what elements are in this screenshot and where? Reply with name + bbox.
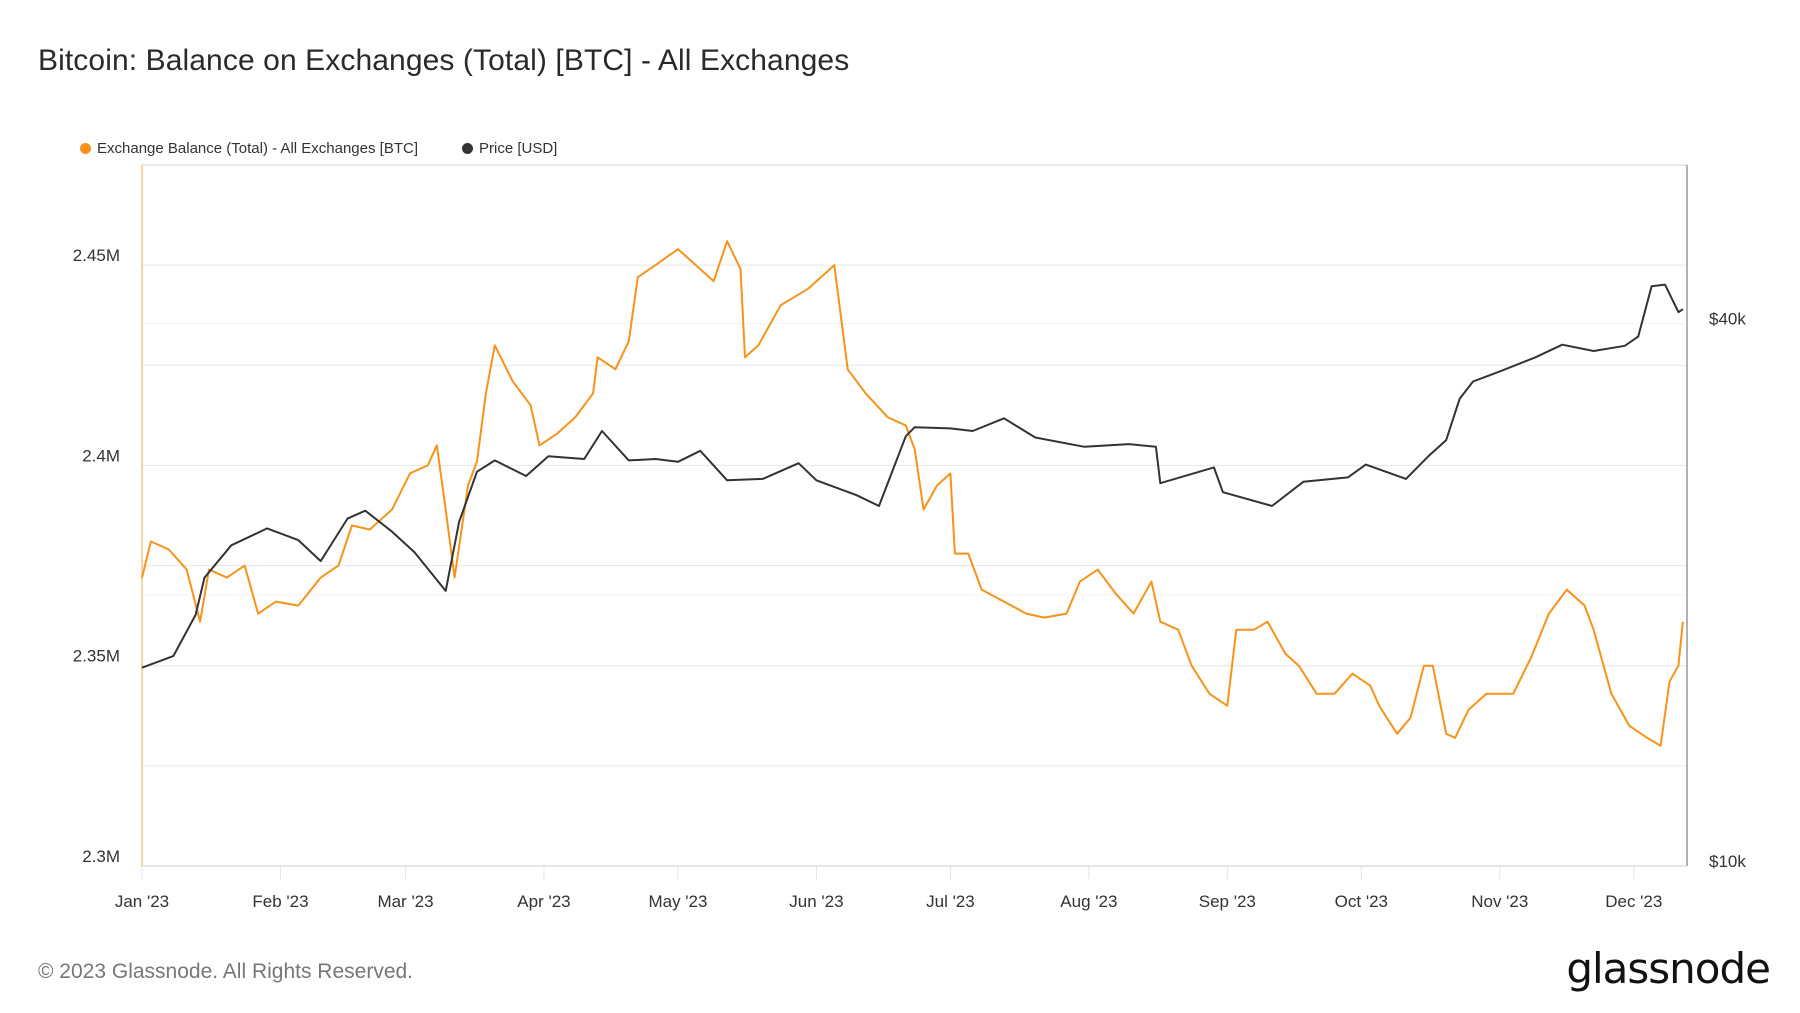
x-tick-label: Sep '23 (1199, 892, 1256, 911)
x-tick-label: Apr '23 (517, 892, 570, 911)
y-left-tick-label: 2.3M (82, 847, 120, 866)
y-right-tick-label: $40k (1709, 310, 1746, 329)
legend-dot-balance (80, 143, 91, 154)
x-tick-label: Feb '23 (252, 892, 308, 911)
y-left-tick-label: 2.35M (73, 647, 120, 666)
x-tick-label: Jul '23 (926, 892, 975, 911)
copyright: © 2023 Glassnode. All Rights Reserved. (38, 960, 414, 983)
x-tick-label: Nov '23 (1471, 892, 1528, 911)
y-right-tick-label: $10k (1709, 852, 1746, 871)
legend-item-balance[interactable]: Exchange Balance (Total) - All Exchanges… (80, 140, 418, 157)
legend-item-price[interactable]: Price [USD] (462, 140, 557, 157)
x-tick-label: Jan '23 (115, 892, 169, 911)
legend-dot-price (462, 143, 473, 154)
glassnode-logo: glassnode (1566, 944, 1771, 993)
series-line-price (141, 283, 1684, 669)
legend: Exchange Balance (Total) - All Exchanges… (80, 140, 557, 157)
x-tick-label: Oct '23 (1335, 892, 1388, 911)
x-tick-label: Dec '23 (1605, 892, 1662, 911)
y-left-tick-label: 2.45M (73, 246, 120, 265)
x-tick-label: Mar '23 (377, 892, 433, 911)
x-tick-label: Jun '23 (789, 892, 843, 911)
x-tick-label: Aug '23 (1060, 892, 1117, 911)
legend-label-price: Price [USD] (479, 140, 558, 157)
legend-label-balance: Exchange Balance (Total) - All Exchanges… (97, 140, 418, 157)
chart-title: Bitcoin: Balance on Exchanges (Total) [B… (38, 44, 850, 77)
y-left-tick-label: 2.4M (82, 446, 120, 465)
series-line-exchange-balance (141, 240, 1684, 747)
x-tick-label: May '23 (648, 892, 707, 911)
